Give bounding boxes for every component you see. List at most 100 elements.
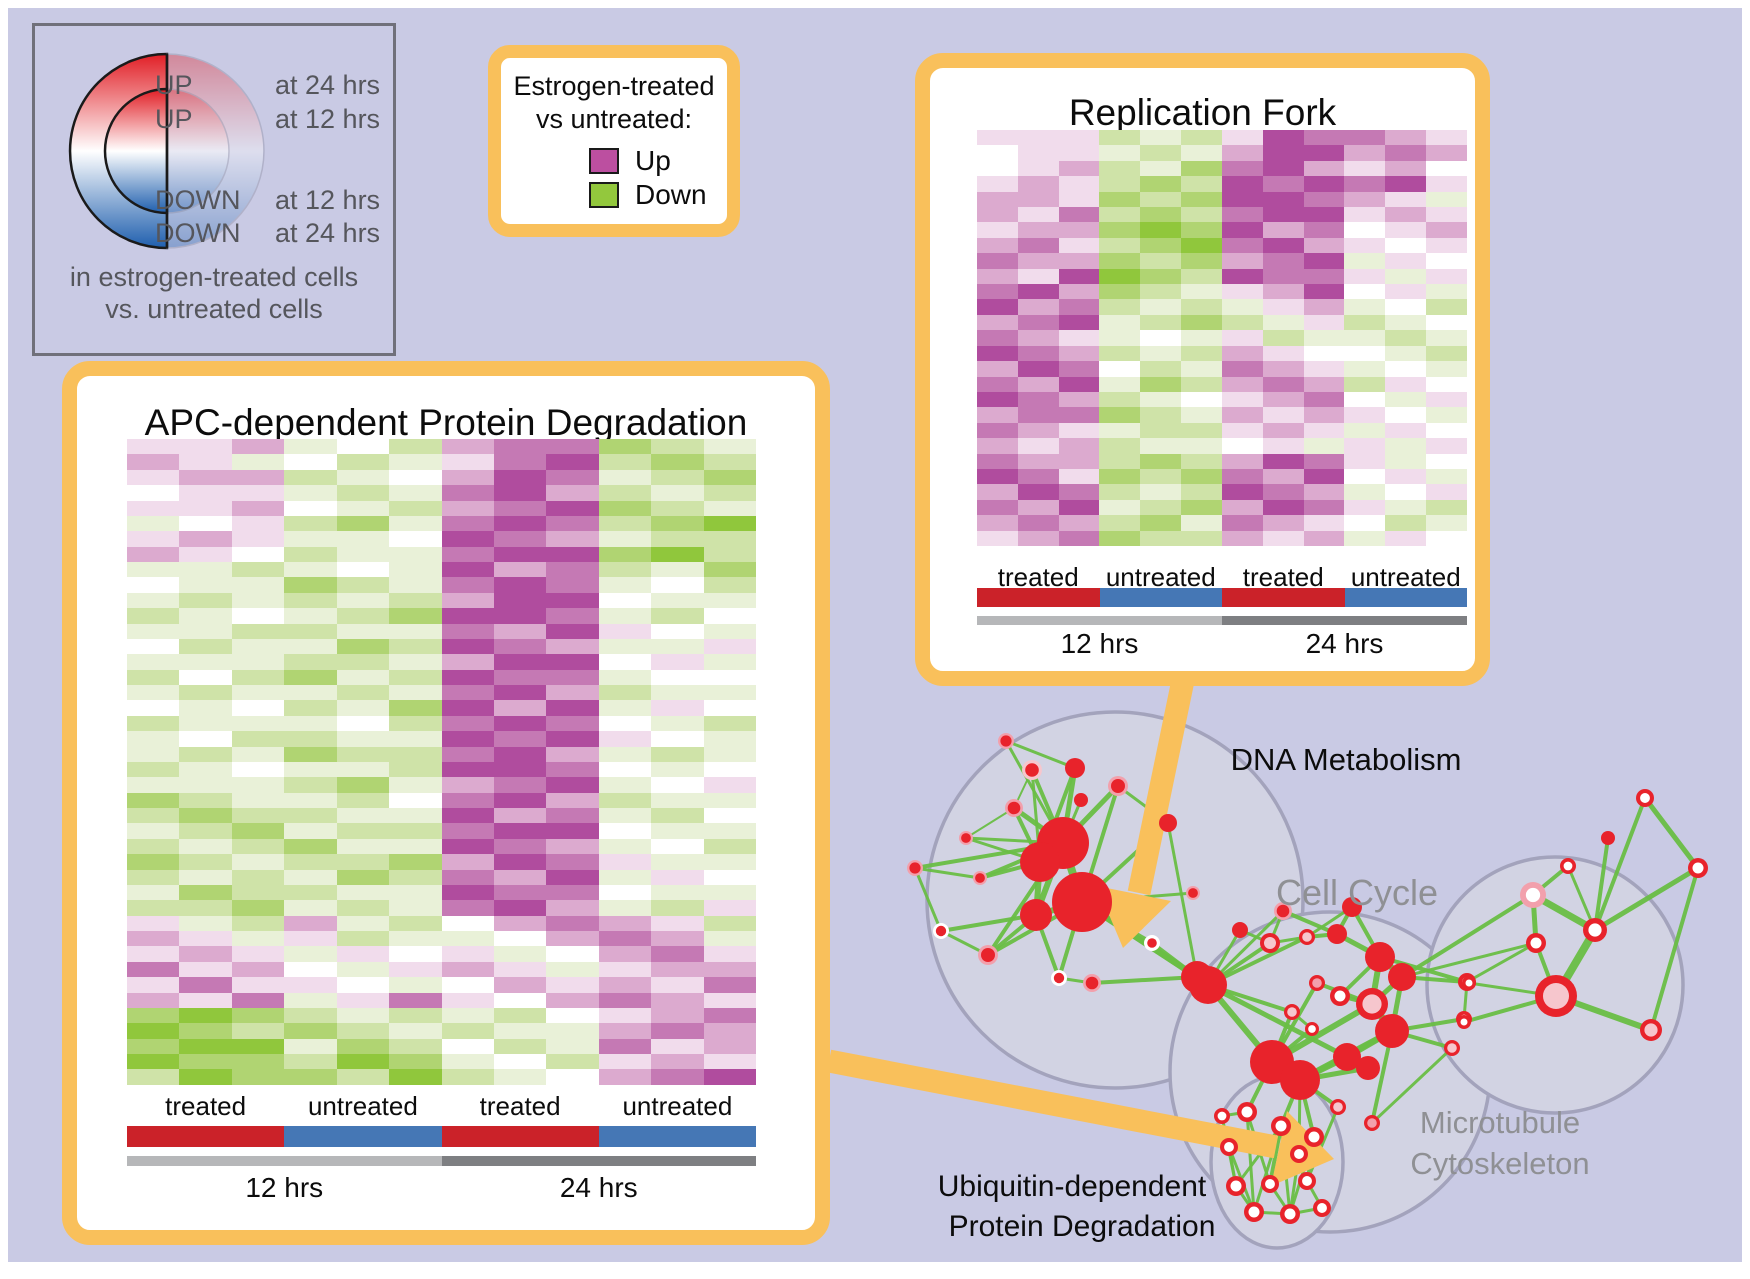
heatmap-cell	[127, 592, 180, 609]
heatmap-cell	[441, 761, 494, 778]
heatmap-cell	[1303, 453, 1345, 469]
heatmap-cell	[1426, 438, 1467, 454]
heatmap-cell	[1262, 453, 1304, 469]
heatmap-cell	[493, 485, 547, 501]
heatmap-cell	[441, 546, 494, 562]
heatmap-cell	[231, 439, 285, 455]
network-edge	[913, 866, 943, 933]
heatmap-cell	[703, 884, 757, 901]
heatmap-cell	[546, 884, 599, 901]
heatmap-cell	[389, 1023, 442, 1039]
condition-label: treated	[165, 1091, 247, 1121]
heatmap-cell	[389, 608, 442, 624]
heatmap-cell	[651, 900, 704, 916]
heatmap-cell	[598, 439, 652, 455]
heatmap-row	[977, 284, 1467, 300]
heatmap-cell	[1426, 207, 1467, 223]
heatmap-cell	[1344, 299, 1386, 315]
heatmap-cell	[1426, 176, 1467, 192]
heatmap-cell	[703, 823, 757, 839]
heatmap-cell	[1385, 422, 1427, 439]
network-edge	[1305, 1105, 1340, 1183]
heatmap-cell	[1344, 253, 1386, 269]
heatmap-cell	[1303, 145, 1345, 161]
network-edge	[1465, 941, 1538, 984]
heatmap-cell	[127, 469, 180, 486]
heatmap-cell	[127, 992, 180, 1008]
heatmap-row	[127, 900, 757, 916]
heatmap-cell	[493, 808, 547, 824]
heatmap-cell	[1221, 237, 1263, 254]
heatmap-cell	[651, 454, 704, 470]
heatmap-cell	[336, 838, 390, 855]
heatmap-row	[127, 823, 757, 839]
heatmap-cell	[179, 454, 232, 470]
heatmap-cell	[1262, 222, 1304, 238]
cluster-label: DNA Metabolism	[1231, 742, 1462, 777]
heatmap-cell	[1099, 268, 1141, 285]
heatmap-cell	[1221, 284, 1263, 300]
gene-set-node	[1280, 1060, 1320, 1100]
heatmap-cell	[389, 992, 442, 1008]
gene-set-node	[1365, 942, 1395, 972]
heatmap-cell	[703, 669, 757, 685]
heatmap-cell	[1099, 145, 1141, 161]
heatmap-cell	[1303, 345, 1345, 362]
heatmap-cell	[179, 808, 232, 824]
heatmap-row	[127, 808, 757, 824]
heatmap-cell	[179, 669, 232, 685]
heatmap-cell	[231, 884, 285, 901]
gene-set-node-core	[1294, 1149, 1304, 1159]
heatmap-cell	[127, 946, 180, 962]
heatmap-cell	[179, 515, 232, 532]
heatmap-cell	[598, 715, 652, 732]
heatmap-cell	[179, 608, 232, 624]
heatmap-cell	[598, 592, 652, 609]
heatmap-cell	[1385, 391, 1427, 408]
heatmap-cell	[1058, 407, 1100, 423]
gene-set-node-core	[1111, 779, 1125, 793]
heatmap-cell	[441, 746, 494, 762]
up-item-label: Up	[635, 145, 671, 176]
condition-color-bar	[127, 1126, 756, 1147]
heatmap-cell	[598, 731, 652, 747]
heatmap-cell	[127, 746, 180, 762]
heatmap-cell	[598, 700, 652, 716]
heatmap-cell	[389, 900, 442, 916]
heatmap-cell	[1181, 407, 1222, 423]
heatmap-cell	[284, 931, 337, 947]
heatmap-cell	[441, 454, 494, 470]
heatmap-cell	[493, 500, 547, 516]
heatmap-cell	[231, 977, 285, 993]
heatmap-cell	[493, 792, 547, 808]
heatmap-cell	[284, 531, 337, 547]
heatmap-cell	[1303, 130, 1345, 146]
heatmap-cell	[1426, 376, 1467, 392]
heatmap-cell	[1181, 330, 1222, 346]
heatmap-cell	[336, 454, 390, 470]
heatmap-cell	[546, 869, 599, 885]
network-edge	[965, 807, 1015, 839]
estrogen-legend-title: Estrogen-treated vs untreated:	[501, 70, 727, 136]
heatmap-cell	[179, 838, 232, 855]
heatmap-cell	[127, 1054, 180, 1070]
heatmap-cell	[1385, 207, 1427, 223]
heatmap-cell	[284, 485, 337, 501]
heatmap-cell	[1344, 422, 1386, 439]
heatmap-cell	[1221, 453, 1263, 469]
heatmap-cell	[179, 731, 232, 747]
heatmap-cell	[977, 222, 1018, 238]
heatmap-cell	[651, 915, 704, 931]
heatmap-cell	[703, 792, 757, 808]
heatmap-cell	[231, 808, 285, 824]
heatmap-cell	[1303, 314, 1345, 331]
heatmap-cell	[1303, 391, 1345, 408]
gene-set-node	[1327, 924, 1347, 944]
heatmap-cell	[127, 562, 180, 578]
heatmap-cell	[1426, 330, 1467, 346]
panel-connector-arrow	[826, 1049, 1279, 1159]
heatmap-cell	[1385, 176, 1427, 192]
heatmap-cell	[1099, 530, 1141, 546]
heatmap-cell	[284, 946, 337, 962]
heatmap-cell	[284, 515, 337, 532]
